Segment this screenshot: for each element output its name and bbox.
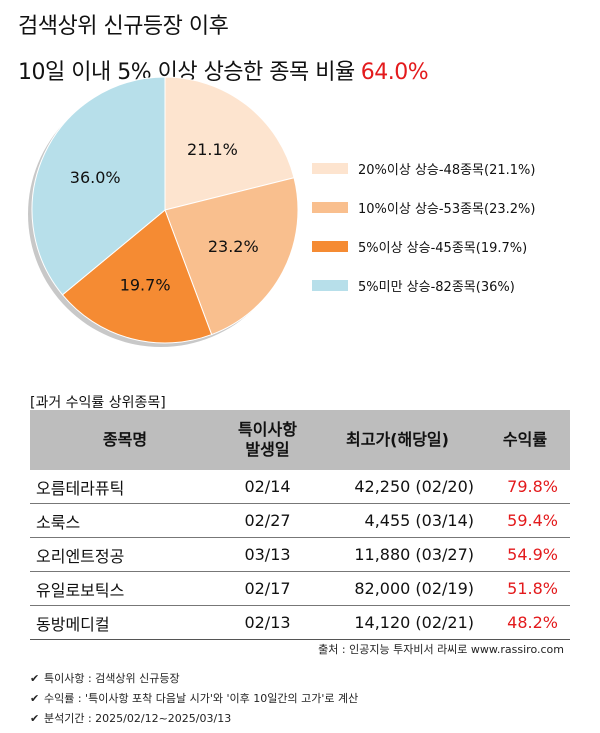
notes: ✔ 특이사항 : 검색상위 신규등장 ✔ 수익률 : '특이사항 포착 다음날 … bbox=[30, 668, 358, 728]
cell-date: 02/13 bbox=[220, 605, 315, 640]
cell-date: 03/13 bbox=[220, 537, 315, 572]
cell-return: 48.2% bbox=[480, 605, 570, 640]
legend-label: 20%이상 상승-48종목(21.1%) bbox=[358, 162, 536, 178]
cell-name: 오리엔트정공 bbox=[30, 537, 220, 572]
legend-item: 5%이상 상승-45종목(19.7%) bbox=[312, 236, 535, 256]
pie-chart: 21.1% 23.2% 19.7% 36.0% bbox=[28, 76, 299, 347]
pie-slice-label: 21.1% bbox=[187, 140, 238, 159]
cell-return: 51.8% bbox=[480, 571, 570, 606]
cell-high: 11,880 (03/27) bbox=[315, 537, 480, 572]
cell-high: 4,455 (03/14) bbox=[315, 503, 480, 538]
cell-date: 02/17 bbox=[220, 571, 315, 606]
pie-slice bbox=[31, 76, 166, 296]
title-ratio: 64.0% bbox=[360, 60, 429, 85]
pie-slice bbox=[61, 209, 213, 344]
legend-label: 10%이상 상승-53종목(23.2%) bbox=[358, 201, 536, 217]
cell-name: 동방메디컬 bbox=[30, 605, 220, 640]
top-stocks-table: 종목명 특이사항 발생일 최고가(해당일) 수익률 오름테라퓨틱 02/14 4… bbox=[30, 410, 570, 640]
cell-high: 42,250 (02/20) bbox=[315, 470, 480, 504]
cell-high: 14,120 (02/21) bbox=[315, 605, 480, 640]
cell-return: 79.8% bbox=[480, 470, 570, 504]
check-icon: ✔ bbox=[30, 671, 40, 685]
note-item: ✔ 분석기간 : 2025/02/12~2025/03/13 bbox=[30, 708, 358, 728]
pie-slice-label: 23.2% bbox=[208, 237, 259, 256]
legend-item: 20%이상 상승-48종목(21.1%) bbox=[312, 158, 535, 178]
title-line1: 검색상위 신규등장 이후 bbox=[18, 14, 229, 39]
legend-swatch bbox=[312, 201, 348, 213]
legend-label: 5%미만 상승-82종목(36%) bbox=[358, 279, 515, 295]
note-item: ✔ 특이사항 : 검색상위 신규등장 bbox=[30, 668, 358, 688]
table-row: 소룩스 02/27 4,455 (03/14) 59.4% bbox=[30, 503, 570, 538]
cell-return: 54.9% bbox=[480, 537, 570, 572]
legend-item: 5%미만 상승-82종목(36%) bbox=[312, 275, 535, 295]
cell-name: 오름테라퓨틱 bbox=[30, 470, 220, 504]
cell-date: 02/27 bbox=[220, 503, 315, 538]
legend-label: 5%이상 상승-45종목(19.7%) bbox=[358, 240, 528, 256]
table-header-row: 종목명 특이사항 발생일 최고가(해당일) 수익률 bbox=[30, 410, 570, 470]
table-row: 오름테라퓨틱 02/14 42,250 (02/20) 79.8% bbox=[30, 470, 570, 504]
cell-name: 소룩스 bbox=[30, 503, 220, 538]
cell-return: 59.4% bbox=[480, 503, 570, 538]
cell-name: 유일로보틱스 bbox=[30, 571, 220, 606]
pie-slice-label: 36.0% bbox=[70, 168, 121, 187]
cell-high: 82,000 (02/19) bbox=[315, 571, 480, 606]
table-row: 오리엔트정공 03/13 11,880 (03/27) 54.9% bbox=[30, 537, 570, 572]
header-high: 최고가(해당일) bbox=[315, 410, 480, 470]
check-icon: ✔ bbox=[30, 711, 40, 725]
note-text: 수익률 : '특이사항 포착 다음날 시가'와 '이후 10일간의 고가'로 계… bbox=[44, 692, 359, 705]
pie-slice bbox=[164, 76, 295, 211]
header-return: 수익률 bbox=[480, 410, 570, 470]
header-date-line1: 특이사항 bbox=[238, 420, 297, 439]
legend-swatch bbox=[312, 279, 348, 291]
note-item: ✔ 수익률 : '특이사항 포착 다음날 시가'와 '이후 10일간의 고가'로… bbox=[30, 688, 358, 708]
pie-slice bbox=[164, 177, 299, 336]
header-date: 특이사항 발생일 bbox=[220, 410, 315, 470]
section-label: [과거 수익률 상위종목] bbox=[30, 395, 166, 411]
legend: 20%이상 상승-48종목(21.1%) 10%이상 상승-53종목(23.2%… bbox=[312, 158, 535, 314]
cell-date: 02/14 bbox=[220, 470, 315, 504]
legend-item: 10%이상 상승-53종목(23.2%) bbox=[312, 197, 535, 217]
note-text: 특이사항 : 검색상위 신규등장 bbox=[44, 672, 180, 685]
pie-slice-label: 19.7% bbox=[120, 276, 171, 295]
legend-swatch bbox=[312, 240, 348, 252]
header-name: 종목명 bbox=[30, 410, 220, 470]
check-icon: ✔ bbox=[30, 691, 40, 705]
source-text: 출처 : 인공지능 투자비서 라씨로 www.rassiro.com bbox=[318, 643, 564, 656]
legend-swatch bbox=[312, 162, 348, 174]
table-row: 동방메디컬 02/13 14,120 (02/21) 48.2% bbox=[30, 605, 570, 640]
table-row: 유일로보틱스 02/17 82,000 (02/19) 51.8% bbox=[30, 571, 570, 606]
header-date-line2: 발생일 bbox=[245, 440, 290, 459]
note-text: 분석기간 : 2025/02/12~2025/03/13 bbox=[44, 712, 232, 725]
